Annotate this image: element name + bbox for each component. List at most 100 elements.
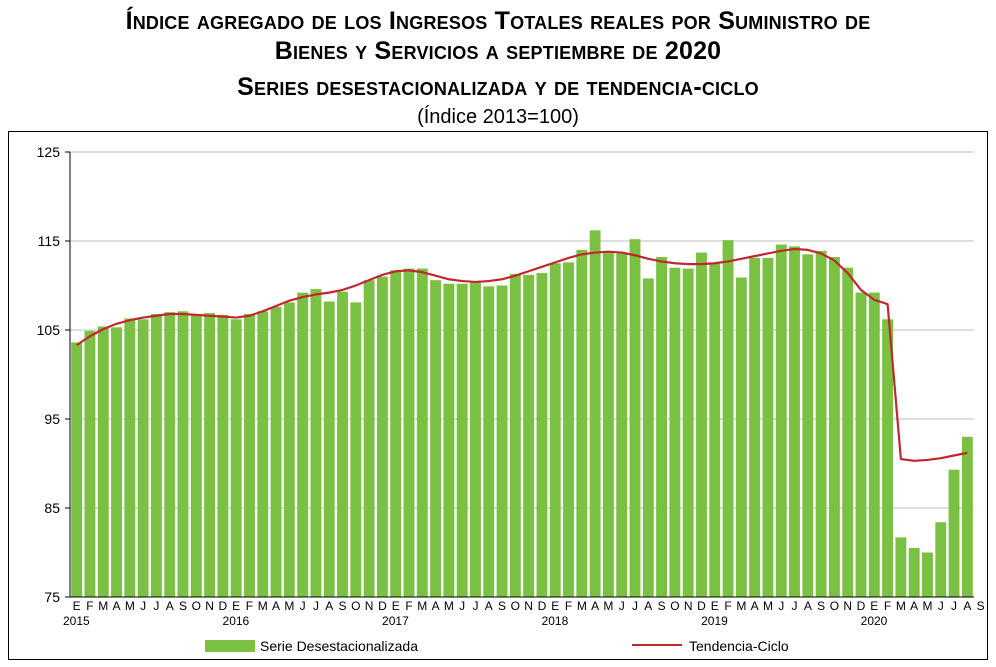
x-month-label: S <box>498 599 506 613</box>
y-tick-label: 95 <box>44 411 60 427</box>
bar <box>430 280 442 597</box>
x-year-label: 2020 <box>861 614 888 628</box>
x-month-label: A <box>591 599 599 613</box>
x-month-label: N <box>205 599 214 613</box>
bar <box>842 267 854 597</box>
bar <box>735 277 747 597</box>
bar <box>124 318 136 597</box>
x-month-label: J <box>792 599 798 613</box>
x-month-label: A <box>432 599 440 613</box>
bar <box>669 267 681 597</box>
x-month-label: E <box>392 599 400 613</box>
x-month-label: A <box>485 599 493 613</box>
bar <box>682 268 694 597</box>
x-month-label: F <box>724 599 731 613</box>
y-tick-label: 85 <box>44 500 60 516</box>
x-month-label: M <box>577 599 587 613</box>
x-month-label: M <box>736 599 746 613</box>
bar <box>762 257 774 597</box>
trend-line-group <box>76 247 968 462</box>
bar <box>84 330 96 597</box>
bar <box>337 291 348 597</box>
bar <box>164 312 176 597</box>
bar <box>935 522 947 597</box>
x-month-label: A <box>272 599 280 613</box>
x-month-label: S <box>339 599 347 613</box>
bar <box>815 250 827 598</box>
bar <box>443 283 455 597</box>
bar <box>563 262 574 597</box>
y-tick-label: 125 <box>37 144 61 160</box>
x-month-label: J <box>153 599 159 613</box>
x-month-label: A <box>751 599 759 613</box>
x-month-label: J <box>459 599 465 613</box>
bar <box>576 249 588 597</box>
bar <box>483 286 495 597</box>
bar <box>549 263 561 597</box>
x-month-label: J <box>938 599 944 613</box>
x-month-label: J <box>778 599 784 613</box>
y-axis: 75 85 95 105 115 125 <box>37 144 71 605</box>
legend-line-label: Tendencia-Ciclo <box>689 638 789 654</box>
bar <box>244 313 255 597</box>
bar <box>403 268 415 597</box>
bar <box>616 253 628 597</box>
y-tick-label: 105 <box>37 322 61 338</box>
x-month-label: J <box>472 599 478 613</box>
legend: Serie Desestacionalizada Tendencia-Ciclo <box>205 638 789 654</box>
bar <box>111 327 122 597</box>
bar <box>722 240 734 598</box>
x-month-label: M <box>417 599 427 613</box>
bar <box>922 552 933 597</box>
y-tick-label: 115 <box>38 233 61 249</box>
x-month-label: M <box>284 599 294 613</box>
x-month-label: M <box>922 599 932 613</box>
bar <box>310 289 322 597</box>
x-month-label: O <box>351 599 360 613</box>
bar <box>775 244 787 597</box>
x-year-label: 2019 <box>701 614 728 628</box>
bar <box>416 268 428 597</box>
bar <box>602 251 614 597</box>
bar <box>696 252 707 597</box>
bar <box>190 313 202 597</box>
bar <box>749 257 761 597</box>
x-month-label: N <box>684 599 693 613</box>
bar <box>656 257 668 597</box>
x-month-label: S <box>658 599 666 613</box>
bar <box>589 230 601 597</box>
x-month-label: N <box>843 599 852 613</box>
bar <box>895 537 907 597</box>
trend-line <box>76 247 968 462</box>
x-month-label: J <box>632 599 638 613</box>
x-month-label: E <box>73 599 81 613</box>
x-month-label: D <box>538 599 547 613</box>
bar <box>363 280 375 597</box>
bar <box>456 283 468 597</box>
x-month-label: E <box>551 599 559 613</box>
x-month-label: O <box>511 599 520 613</box>
x-month-label: F <box>884 599 891 613</box>
x-month-label: F <box>405 599 412 613</box>
x-month-label: M <box>125 599 135 613</box>
bar <box>137 319 149 597</box>
bar <box>496 285 508 597</box>
x-month-label: O <box>192 599 201 613</box>
x-month-label: N <box>365 599 374 613</box>
x-month-label: M <box>444 599 454 613</box>
x-month-label: O <box>830 599 839 613</box>
x-month-label: E <box>711 599 719 613</box>
x-month-label: A <box>644 599 652 613</box>
x-month-label: F <box>246 599 253 613</box>
x-month-label: J <box>140 599 146 613</box>
chart-title-line1: Índice agregado de los Ingresos Totales … <box>125 7 871 35</box>
bar <box>390 270 402 597</box>
x-month-label: S <box>817 599 825 613</box>
x-month-label: N <box>524 599 533 613</box>
bar <box>350 302 362 597</box>
x-month-label: J <box>951 599 957 613</box>
bar <box>257 311 269 597</box>
bar <box>709 263 721 597</box>
